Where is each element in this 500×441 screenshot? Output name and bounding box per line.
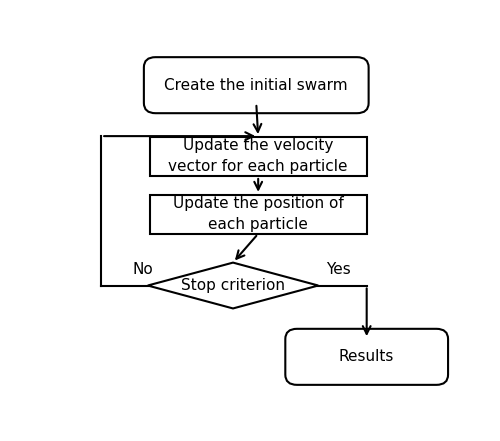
Text: Update the velocity
vector for each particle: Update the velocity vector for each part… [168, 138, 348, 175]
Polygon shape [148, 262, 318, 308]
Text: Create the initial swarm: Create the initial swarm [164, 78, 348, 93]
Text: Stop criterion: Stop criterion [181, 278, 285, 293]
Text: No: No [132, 262, 153, 277]
FancyBboxPatch shape [144, 57, 368, 113]
FancyBboxPatch shape [286, 329, 448, 385]
Bar [150, 137, 366, 176]
Text: Update the position of
each particle: Update the position of each particle [173, 196, 344, 232]
Text: Yes: Yes [326, 262, 351, 277]
Bar [150, 194, 366, 234]
Text: Results: Results [339, 349, 394, 364]
